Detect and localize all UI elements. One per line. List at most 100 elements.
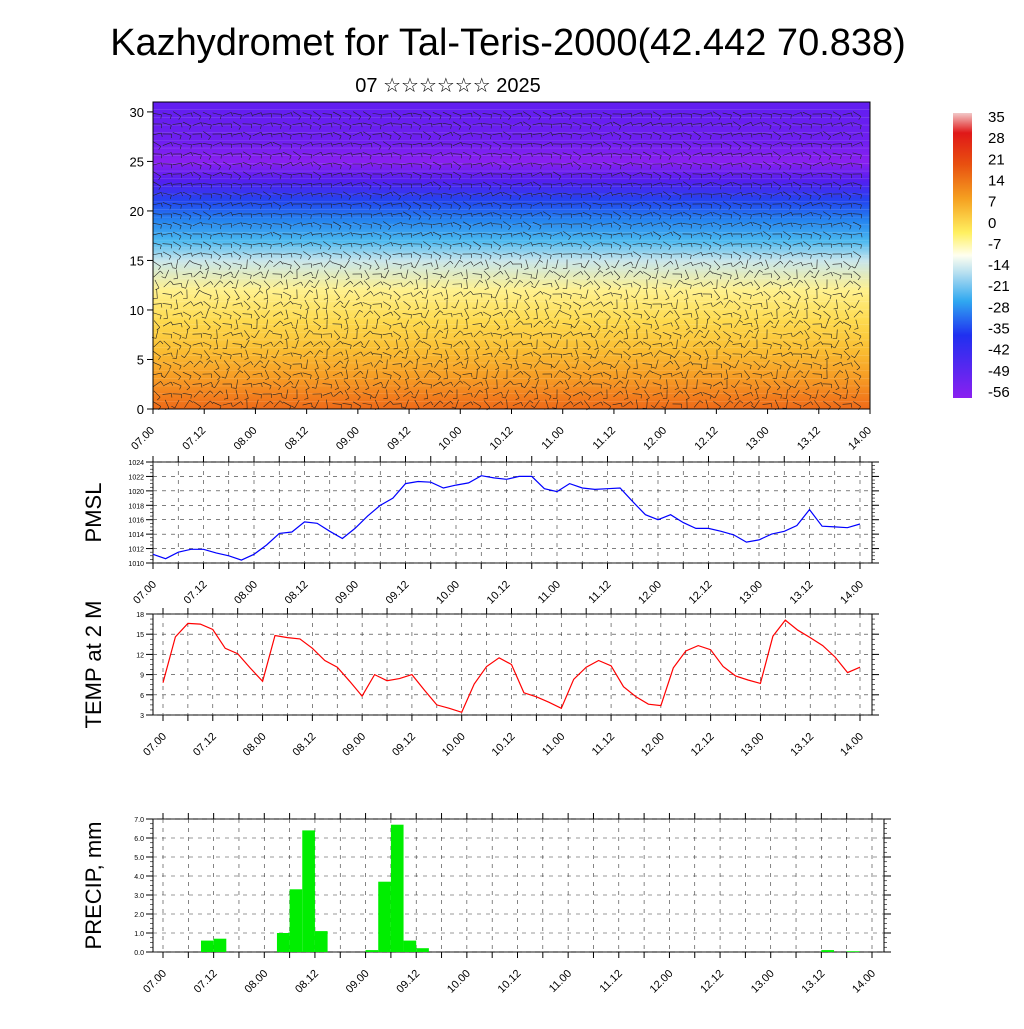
precip-bar [404,941,417,952]
y-tick-label: 1010 [128,561,144,568]
precip-bar [277,933,290,952]
x-tick-label: 12.00 [641,425,669,453]
x-tick-label: 09.12 [394,968,422,996]
y-tick-label: 5 [137,352,144,367]
y-tick-label: 10 [130,303,144,318]
x-tick-label: 09.00 [340,731,368,759]
precip-bar [290,889,303,952]
y-tick-label: 2.0 [134,912,144,919]
x-tick-label: 09.12 [385,425,413,453]
x-tick-label: 08.12 [291,731,319,759]
x-tick-label: 07.12 [180,425,208,453]
x-tick-label: 12.12 [693,425,721,453]
y-tick-label: 18 [136,612,144,619]
colorbar-label: 14 [988,172,1005,189]
x-tick-label: 08.12 [283,425,311,453]
y-axis-label: TEMP at 2 M [81,601,106,729]
precip-bar [366,950,379,952]
colorbar-label: -42 [988,342,1010,359]
x-tick-label: 07.00 [141,731,169,759]
colorbar-label: -7 [988,236,1001,253]
x-tick-label: 10.12 [490,731,518,759]
y-axis-label: PMSL [81,483,106,543]
x-tick-label: 12.00 [636,579,664,607]
precip-bar [378,882,391,952]
x-tick-label: 11.12 [590,731,617,758]
y-tick-label: 6 [140,693,144,700]
precip-bar [847,951,860,952]
y-tick-label: 1020 [128,489,144,496]
x-tick-label: 13.12 [788,579,816,607]
x-tick-label: 13.00 [739,731,767,759]
x-tick-label: 14.00 [838,731,866,759]
x-tick-label: 08.00 [232,425,260,453]
colorbar-label: -28 [988,299,1010,316]
y-tick-label: 1024 [128,460,144,467]
x-tick-label: 13.00 [737,579,765,607]
colorbar-label: -35 [988,321,1010,338]
y-tick-label: 1016 [128,518,144,525]
precip-bar [821,950,834,952]
x-tick-label: 14.00 [838,579,866,607]
x-tick-label: 13.12 [788,731,816,759]
y-tick-label: 1018 [128,503,144,510]
y-tick-label: 7.0 [134,817,144,824]
x-tick-label: 11.00 [539,425,566,452]
x-tick-label: 12.12 [698,968,726,996]
colorbar-label: -49 [988,363,1010,380]
y-tick-label: 1.0 [134,931,144,938]
precip-bar [315,931,328,952]
x-tick-label: 10.00 [440,731,468,759]
chart-subtitle: 07 ☆☆☆☆☆☆ 2025 [355,75,540,97]
x-tick-label: 12.00 [639,731,667,759]
y-tick-label: 1022 [128,474,144,481]
y-tick-label: 15 [136,632,144,639]
precip-bar [214,939,227,952]
colorbar-label: 21 [988,151,1005,168]
y-tick-label: 3 [140,713,144,720]
x-tick-label: 11.12 [586,579,613,606]
x-tick-label: 10.12 [488,425,516,453]
y-tick-label: 15 [130,253,144,268]
x-tick-label: 09.00 [344,968,372,996]
x-tick-label: 09.00 [334,425,362,453]
y-tick-label: 30 [130,105,144,120]
x-tick-label: 10.00 [445,968,473,996]
x-tick-label: 13.12 [800,968,828,996]
x-tick-label: 13.00 [749,968,777,996]
y-tick-label: 20 [130,204,144,219]
plot-frame [153,462,872,563]
y-tick-label: 3.0 [134,893,144,900]
colorbar-label: 28 [988,130,1005,147]
y-tick-label: 0 [137,402,144,417]
y-tick-label: 12 [136,652,144,659]
x-tick-label: 07.00 [131,579,159,607]
y-tick-label: 9 [140,673,144,680]
x-tick-label: 11.00 [540,731,567,758]
x-tick-label: 09.00 [333,579,361,607]
x-tick-label: 07.12 [191,731,219,759]
x-tick-label: 08.00 [241,731,269,759]
precip-bar [391,825,404,952]
x-tick-label: 11.00 [547,968,574,995]
colorbar-label: -56 [988,384,1010,401]
x-tick-label: 11.12 [591,425,618,452]
x-tick-label: 14.00 [850,968,878,996]
chart-title: Kazhydromet for Tal-Teris-2000(42.442 70… [110,22,906,64]
plot-frame [153,614,872,715]
x-tick-label: 10.12 [485,579,513,607]
x-tick-label: 10.00 [436,425,464,453]
x-tick-label: 09.12 [384,579,412,607]
x-tick-label: 12.12 [689,731,717,759]
y-tick-label: 25 [130,154,144,169]
y-tick-label: 4.0 [134,874,144,881]
precip-bar [416,948,429,952]
y-axis-label: PRECIP, mm [81,822,106,950]
y-tick-label: 6.0 [134,836,144,843]
x-tick-label: 09.12 [390,731,418,759]
